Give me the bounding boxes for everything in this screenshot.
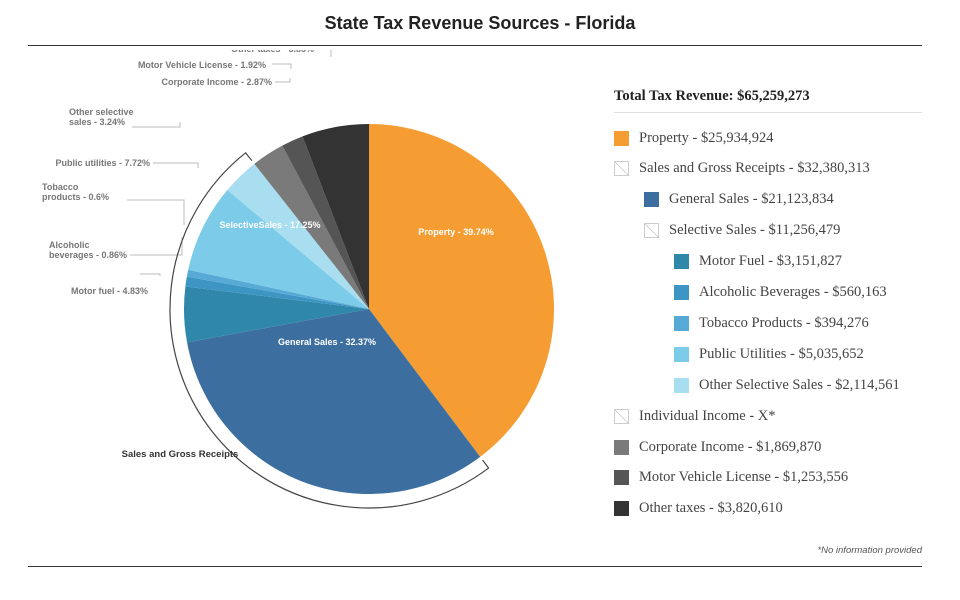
slice-outside-label: Corporate Income - 2.87% — [161, 77, 272, 87]
no-data-swatch-icon — [614, 161, 629, 177]
legend-item-label: Sales and Gross Receipts - $32,380,313 — [639, 160, 870, 177]
slice-outside-label: Motor fuel - 4.83% — [71, 286, 148, 296]
legend-item: Property - $25,934,924 — [614, 128, 774, 148]
leader-line — [330, 50, 332, 57]
legend-item-label: Tobacco Products - $394,276 — [699, 314, 869, 331]
legend-swatch — [644, 192, 659, 208]
pie-slice-property — [369, 124, 555, 457]
legend-item: Tobacco Products - $394,276 — [674, 313, 869, 333]
no-data-swatch-icon — [644, 223, 659, 239]
legend-item-label: Property - $25,934,924 — [639, 129, 774, 146]
slice-outside-label: Other taxes - 5.85% — [231, 50, 314, 54]
pie-slice-corporate-income — [254, 145, 369, 309]
pie-slice-motor-fuel — [184, 286, 369, 343]
group-label-sales-gross-receipts: Sales and Gross Receipts — [122, 449, 239, 460]
legend-total: Total Tax Revenue: $65,259,273 — [614, 88, 922, 113]
legend-item-label: Motor Fuel - $3,151,827 — [699, 253, 842, 270]
footnote: *No information provided — [817, 545, 922, 556]
legend-item-label: Other Selective Sales - $2,114,561 — [699, 376, 900, 393]
legend-item: Individual Income - X* — [614, 406, 776, 426]
leader-line — [275, 78, 291, 83]
legend-item-label: Motor Vehicle License - $1,253,556 — [639, 469, 849, 486]
legend-item: Public Utilities - $5,035,652 — [674, 344, 864, 364]
slice-data-label: Property - 39.74% — [418, 227, 494, 237]
legend-item: Selective Sales - $11,256,479 — [644, 221, 840, 241]
top-divider — [28, 45, 922, 46]
legend-item: Corporate Income - $1,869,870 — [614, 437, 821, 457]
pie-slice-motor-vehicle-license — [282, 136, 369, 309]
pie-slice-other-selective-sales — [227, 163, 369, 309]
legend-item-label: Other taxes - $3,820,610 — [639, 500, 783, 517]
pie-slice-tobacco-products — [186, 269, 369, 309]
pie-slice-public-utilities — [188, 190, 369, 309]
legend-item: Sales and Gross Receipts - $32,380,313 — [614, 159, 870, 179]
leader-line — [127, 199, 185, 225]
legend-swatch — [614, 130, 629, 146]
legend-item-label: Individual Income - X* — [639, 407, 776, 424]
slice-data-label: General Sales - 32.37% — [278, 337, 376, 347]
pie-slice-other-taxes — [302, 124, 369, 309]
legend-swatch — [614, 501, 629, 517]
slice-outside-label: Tobacco products - 0.6% — [42, 182, 109, 202]
pie-slice-alcoholic-beverages — [185, 276, 369, 309]
no-data-swatch-icon — [614, 408, 629, 424]
legend-item: Motor Fuel - $3,151,827 — [674, 252, 842, 272]
legend-item-label: Public Utilities - $5,035,652 — [699, 345, 864, 362]
legend-swatch — [674, 346, 689, 362]
legend-swatch — [674, 254, 689, 270]
slice-outside-label: Alcoholic beverages - 0.86% — [49, 240, 127, 260]
sales-gross-receipts-bracket — [169, 151, 490, 509]
legend: Total Tax Revenue: $65,259,273 Property … — [614, 88, 934, 517]
legend-item: Other taxes - $3,820,610 — [614, 499, 783, 519]
legend-item: Other Selective Sales - $2,114,561 — [674, 375, 900, 395]
leader-line — [132, 122, 181, 128]
legend-item-label: Selective Sales - $11,256,479 — [669, 222, 841, 239]
legend-item-label: Alcoholic Beverages - $560,163 — [699, 284, 887, 300]
bottom-divider — [28, 566, 922, 567]
leader-line — [140, 273, 161, 276]
legend-item: General Sales - $21,123,834 — [644, 190, 834, 210]
legend-swatch — [674, 285, 689, 300]
legend-item: Motor Vehicle License - $1,253,556 — [614, 468, 848, 488]
legend-item-label: Corporate Income - $1,869,870 — [639, 438, 822, 455]
legend-swatch — [614, 470, 629, 486]
leader-line — [153, 162, 199, 168]
legend-swatch — [614, 439, 629, 455]
slice-outside-label: Public utilities - 7.72% — [55, 158, 150, 168]
legend-item: Alcoholic Beverages - $560,163 — [674, 283, 887, 303]
slice-outside-label: Other selective sales - 3.24% — [69, 107, 134, 127]
group-label-selective-sales: SelectiveSales - 17.25% — [219, 220, 320, 230]
legend-swatch — [674, 315, 689, 331]
pie-slice-general-sales — [187, 309, 481, 495]
pie-chart: Property - 39.74% General Sales - 32.37% S… — [42, 50, 555, 509]
leader-line — [272, 63, 292, 69]
legend-swatch — [674, 377, 689, 393]
leader-line — [130, 237, 183, 256]
chart-title: State Tax Revenue Sources - Florida — [324, 13, 636, 33]
legend-item-label: General Sales - $21,123,834 — [669, 191, 834, 208]
slice-outside-label: Motor Vehicle License - 1.92% — [138, 60, 266, 70]
